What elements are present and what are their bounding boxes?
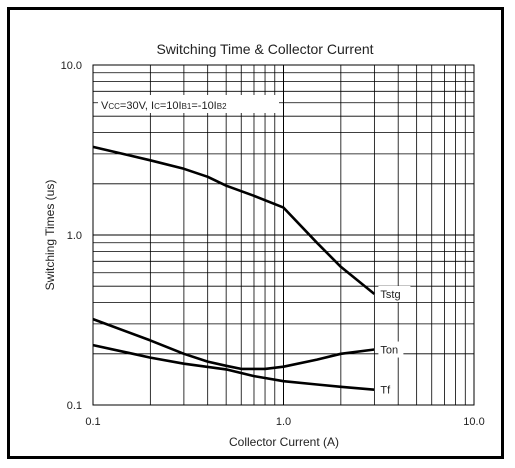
series-label-bg-tstg — [378, 285, 411, 302]
chart: Switching Time & Collector Current VCC=3… — [43, 41, 485, 449]
series-line-tf — [92, 343, 375, 391]
x-axis-label: Collector Current (A) — [229, 435, 339, 449]
y-tick-label: 10.0 — [61, 60, 82, 72]
series-label-tstg: Tstg — [380, 289, 400, 301]
condition-ib1-sub: B1 — [182, 102, 192, 111]
tick-labels: 0.1 1.0 10.0 0.1 1.0 10.0 — [61, 60, 485, 428]
svg-text:VCC=30V, IC=10IB1=-10IB2: VCC=30V, IC=10IB1=-10IB2 — [101, 100, 227, 112]
series-label-tf: Tf — [380, 385, 391, 397]
chart-frame: Switching Time & Collector Current VCC=3… — [7, 7, 504, 459]
condition-vcc: V — [101, 100, 109, 112]
grid — [93, 65, 474, 405]
plot-border — [92, 64, 475, 406]
test-condition-label: VCC=30V, IC=10IB1=-10IB2 — [98, 95, 279, 113]
y-axis-label: Switching Times (us) — [43, 180, 57, 291]
condition-vcc-sub: CC — [108, 102, 120, 111]
series-labels: Tstg Ton Tf — [378, 285, 411, 398]
condition-ib2-sub: B2 — [217, 102, 227, 111]
x-tick-label: 0.1 — [85, 416, 100, 428]
condition-ic-sub: C — [154, 102, 160, 111]
series-label-ton: Ton — [380, 345, 398, 357]
test-condition-box — [98, 95, 279, 113]
series-label-bg-ton — [378, 341, 404, 358]
x-tick-label: 10.0 — [463, 416, 484, 428]
series-label-bg-tf — [378, 381, 397, 398]
condition-ib2: =-10I — [191, 100, 216, 112]
condition-ib1: =10I — [160, 100, 182, 112]
series-line-tstg — [92, 145, 376, 296]
condition-vcc-value: =30V, I — [120, 100, 154, 112]
y-tick-label: 1.0 — [67, 230, 82, 242]
chart-title: Switching Time & Collector Current — [156, 41, 373, 57]
series-line-ton — [92, 317, 375, 371]
series-group — [92, 145, 376, 391]
y-tick-label: 0.1 — [67, 400, 82, 412]
x-tick-label: 1.0 — [276, 416, 291, 428]
